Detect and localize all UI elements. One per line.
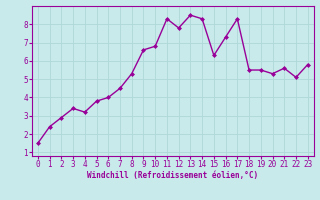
X-axis label: Windchill (Refroidissement éolien,°C): Windchill (Refroidissement éolien,°C) bbox=[87, 171, 258, 180]
